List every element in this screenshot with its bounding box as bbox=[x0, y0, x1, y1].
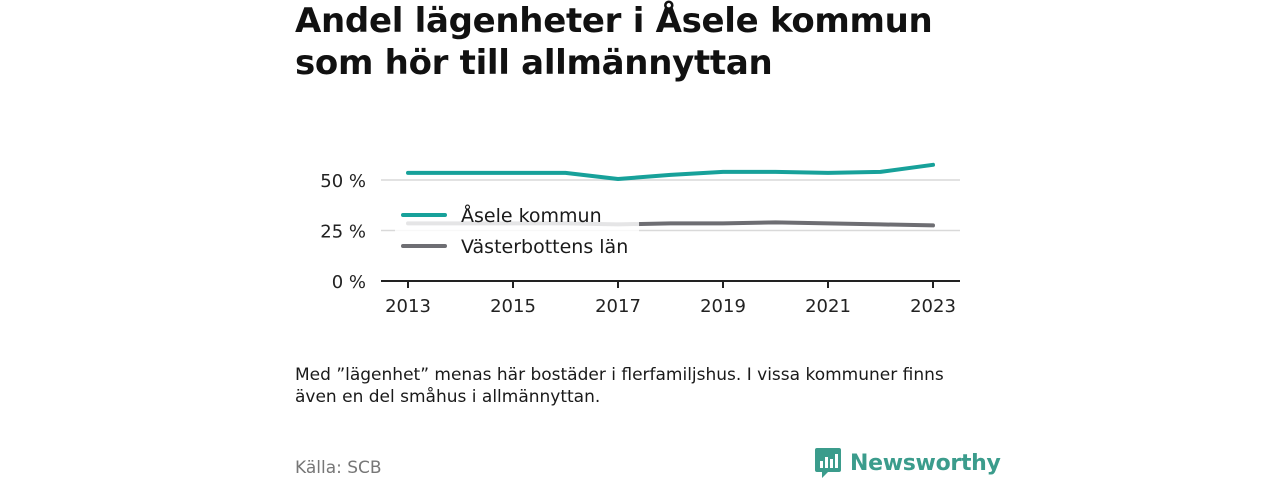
y-tick-label: 0 % bbox=[332, 272, 366, 293]
x-tick-label: 2017 bbox=[595, 296, 641, 317]
x-tick-label: 2019 bbox=[700, 296, 746, 317]
x-tick-label: 2023 bbox=[910, 296, 956, 317]
legend-label: Västerbottens län bbox=[461, 236, 628, 258]
line-chart: 0 % 25 % 50 % Åsele kommun Västerbottens lä… bbox=[320, 162, 960, 317]
y-tick-label: 50 % bbox=[320, 171, 366, 192]
source-label: Källa: SCB bbox=[295, 458, 382, 478]
x-tick-label: 2021 bbox=[805, 296, 851, 317]
x-tick-label: 2013 bbox=[385, 296, 431, 317]
x-axis: 2013 2015 2017 2019 2021 2023 bbox=[381, 280, 960, 317]
newsworthy-logo-icon bbox=[815, 448, 841, 478]
chart-title-line-2: som hör till allmännyttan bbox=[295, 43, 773, 83]
x-tick-label: 2015 bbox=[490, 296, 536, 317]
legend: Åsele kommun Västerbottens län bbox=[395, 204, 639, 264]
chart-title: Andel lägenheter i Åsele kommun som hör … bbox=[295, 0, 995, 84]
legend-label: Åsele kommun bbox=[461, 204, 602, 227]
y-tick-label: 25 % bbox=[320, 222, 366, 243]
series-line bbox=[406, 162, 935, 181]
brand-name: Newsworthy bbox=[850, 450, 1001, 476]
brand-logo[interactable]: Newsworthy bbox=[814, 446, 1001, 480]
footnote: Med ”lägenhet” menas här bostäder i fler… bbox=[295, 365, 944, 407]
y-axis-tick-labels: 0 % 25 % 50 % bbox=[320, 171, 366, 293]
chart-title-line-1: Andel lägenheter i Åsele kommun bbox=[295, 1, 933, 41]
